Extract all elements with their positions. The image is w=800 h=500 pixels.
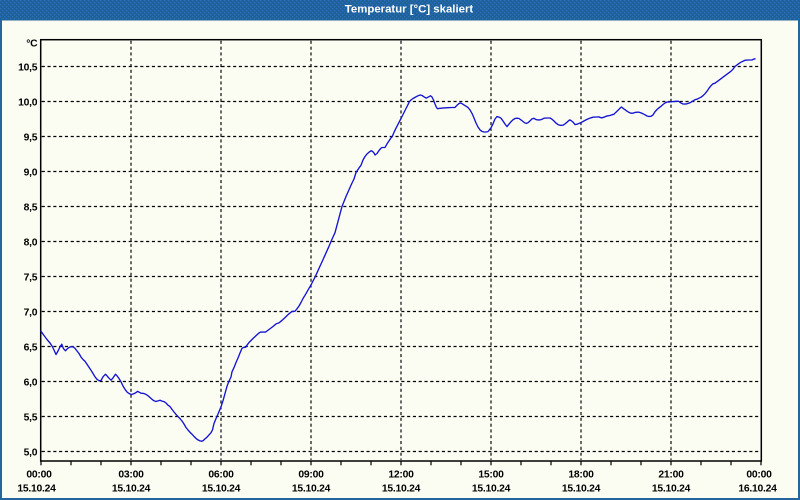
svg-text:6,0: 6,0 xyxy=(24,377,38,388)
svg-text:15.10.24: 15.10.24 xyxy=(17,484,56,495)
svg-text:15.10.24: 15.10.24 xyxy=(292,484,331,495)
svg-text:03:00: 03:00 xyxy=(118,470,144,481)
svg-text:9,5: 9,5 xyxy=(24,132,38,143)
svg-text:°C: °C xyxy=(26,39,38,50)
svg-text:15.10.24: 15.10.24 xyxy=(202,484,241,495)
svg-text:7,0: 7,0 xyxy=(24,307,38,318)
svg-text:15:00: 15:00 xyxy=(478,470,504,481)
svg-text:00:00: 00:00 xyxy=(746,470,772,481)
svg-text:09:00: 09:00 xyxy=(298,470,324,481)
svg-text:7,5: 7,5 xyxy=(24,272,38,283)
svg-text:15.10.24: 15.10.24 xyxy=(112,484,151,495)
svg-text:06:00: 06:00 xyxy=(208,470,234,481)
svg-text:16.10.24: 16.10.24 xyxy=(738,484,777,495)
svg-text:21:00: 21:00 xyxy=(658,470,684,481)
svg-text:5,0: 5,0 xyxy=(24,447,38,458)
svg-text:8,5: 8,5 xyxy=(24,202,38,213)
svg-text:6,5: 6,5 xyxy=(24,342,38,353)
svg-text:Temperatur [°C] skaliert: Temperatur [°C] skaliert xyxy=(345,4,474,16)
svg-text:10,0: 10,0 xyxy=(18,97,38,108)
svg-text:5,5: 5,5 xyxy=(24,412,38,423)
svg-text:18:00: 18:00 xyxy=(568,470,594,481)
svg-text:15.10.24: 15.10.24 xyxy=(652,484,691,495)
svg-text:9,0: 9,0 xyxy=(24,167,38,178)
svg-text:10,5: 10,5 xyxy=(18,62,38,73)
svg-text:8,0: 8,0 xyxy=(24,237,38,248)
svg-text:15.10.24: 15.10.24 xyxy=(472,484,511,495)
svg-text:15.10.24: 15.10.24 xyxy=(382,484,421,495)
svg-text:12:00: 12:00 xyxy=(388,470,414,481)
svg-text:00:00: 00:00 xyxy=(26,470,52,481)
svg-text:15.10.24: 15.10.24 xyxy=(562,484,601,495)
